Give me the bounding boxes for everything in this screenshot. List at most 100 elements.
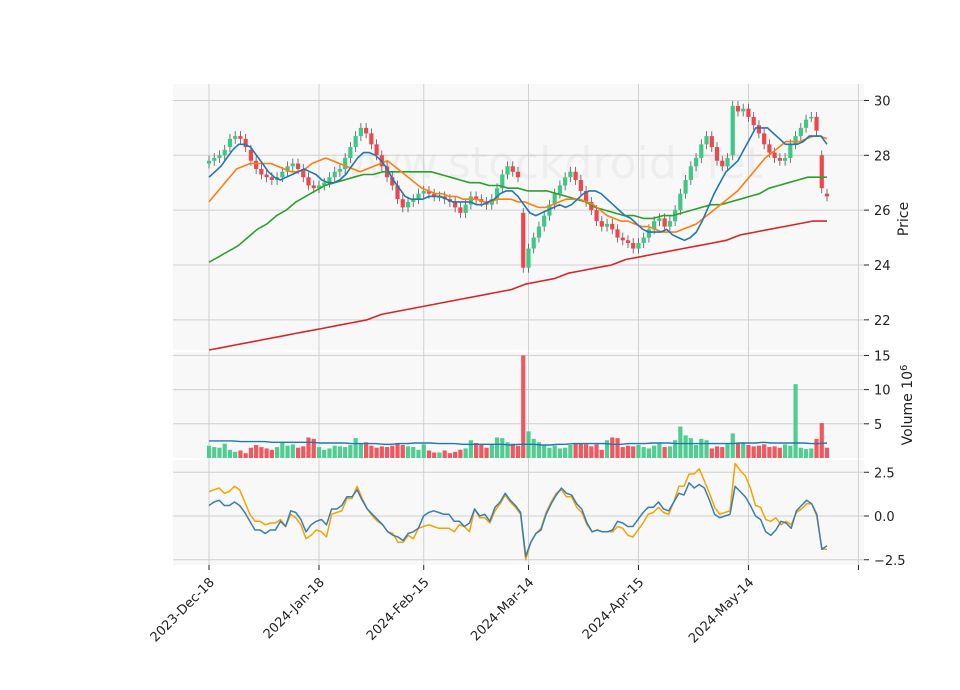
volume-bar (390, 445, 395, 458)
volume-bar (353, 438, 358, 458)
volume-ma-line (209, 440, 828, 446)
candle-body (343, 158, 348, 170)
candle-body (463, 204, 468, 213)
candle-body (819, 155, 824, 189)
candle-body (474, 196, 479, 200)
volume-bar (767, 447, 772, 458)
candle-body (762, 133, 767, 145)
volume-bar (432, 452, 437, 458)
volume-bar (688, 438, 693, 458)
candle-body (631, 243, 636, 249)
candle-body (243, 138, 248, 148)
candle-body (316, 185, 322, 189)
volume-bar (453, 451, 458, 458)
candle-body (610, 223, 615, 230)
volume-bar (374, 447, 379, 458)
ma20-line (208, 171, 827, 263)
volume-bar (557, 448, 562, 458)
volume-bar (756, 445, 762, 458)
volume-bar (489, 445, 494, 458)
candle-body (311, 185, 316, 189)
candle-body (599, 221, 604, 227)
volume-bar (269, 449, 274, 458)
candle-body (238, 136, 243, 139)
candle-body (767, 144, 772, 153)
volume-bar (667, 446, 672, 458)
volume-bar (212, 447, 217, 458)
volume-bar (311, 438, 316, 458)
volume-bar (259, 447, 264, 458)
candle-body (322, 182, 327, 186)
candle-body (720, 160, 725, 167)
candle-body (468, 196, 473, 205)
candle-body (788, 144, 793, 159)
candle-body (421, 190, 426, 194)
candle-body (510, 166, 515, 172)
candle-body (657, 218, 662, 222)
volume-bar (400, 445, 405, 458)
candle-body (526, 248, 531, 268)
candle-body (453, 201, 458, 208)
candle-body (583, 190, 589, 202)
volume-bar (227, 449, 233, 458)
volume-bar (568, 445, 573, 458)
candle-body (505, 166, 510, 175)
volume-bar (594, 444, 599, 458)
candle-body (688, 166, 693, 180)
candle-body (327, 177, 332, 183)
volume-bar (411, 447, 416, 458)
candle-body (683, 179, 688, 194)
candle-body (206, 160, 212, 164)
volume-bar (280, 442, 285, 458)
volume-bar (301, 446, 306, 458)
volume-bar (762, 444, 767, 458)
candle-body (295, 163, 301, 170)
candle-body (212, 158, 217, 161)
candle-body (814, 116, 819, 131)
x-tick-label: 2024-May-14 (686, 575, 757, 646)
candle-body (662, 218, 667, 227)
candle-body (751, 116, 756, 126)
candle-body (568, 171, 573, 178)
ma60-line (208, 220, 827, 351)
volume-bar (458, 449, 463, 458)
volume-bar (416, 449, 421, 458)
candle-body (500, 174, 505, 189)
volume-bar (248, 447, 253, 458)
volume-axis-label-text: Volume 10 (900, 371, 916, 445)
candle-body (337, 169, 343, 172)
x-tick-label: 2024-Mar-14 (468, 575, 537, 644)
volume-bar (777, 447, 782, 458)
volume-bar (437, 452, 442, 458)
volume-bar (322, 449, 327, 458)
volume-bar (343, 447, 348, 458)
candle-body (306, 177, 311, 186)
candle-body (552, 193, 557, 205)
volume-bar (474, 442, 479, 458)
candle-body (777, 158, 782, 161)
volume-bar (803, 449, 809, 458)
candle-body (222, 149, 227, 156)
candle-body (714, 147, 720, 161)
volume-bar (426, 450, 432, 458)
candle-body (264, 174, 269, 178)
candle-body (652, 221, 657, 230)
price-tick-label: 24 (874, 259, 891, 274)
volume-bar (662, 447, 667, 458)
volume-bar (720, 447, 725, 458)
volume-bar (254, 445, 259, 458)
ma5-line (208, 127, 828, 242)
x-tick-label: 2024-Jan-18 (261, 575, 328, 642)
candle-body (521, 212, 526, 268)
volume-bar (510, 443, 515, 458)
candle-body (783, 158, 788, 161)
volume-bar (515, 445, 521, 458)
candle-body (531, 237, 536, 249)
candle-body (741, 108, 746, 112)
candle-body (693, 158, 699, 167)
volume-bar (222, 443, 227, 458)
volume-bar (735, 442, 741, 458)
volume-bar (814, 438, 819, 458)
volume-bar (358, 442, 363, 458)
volume-bar (625, 445, 631, 458)
